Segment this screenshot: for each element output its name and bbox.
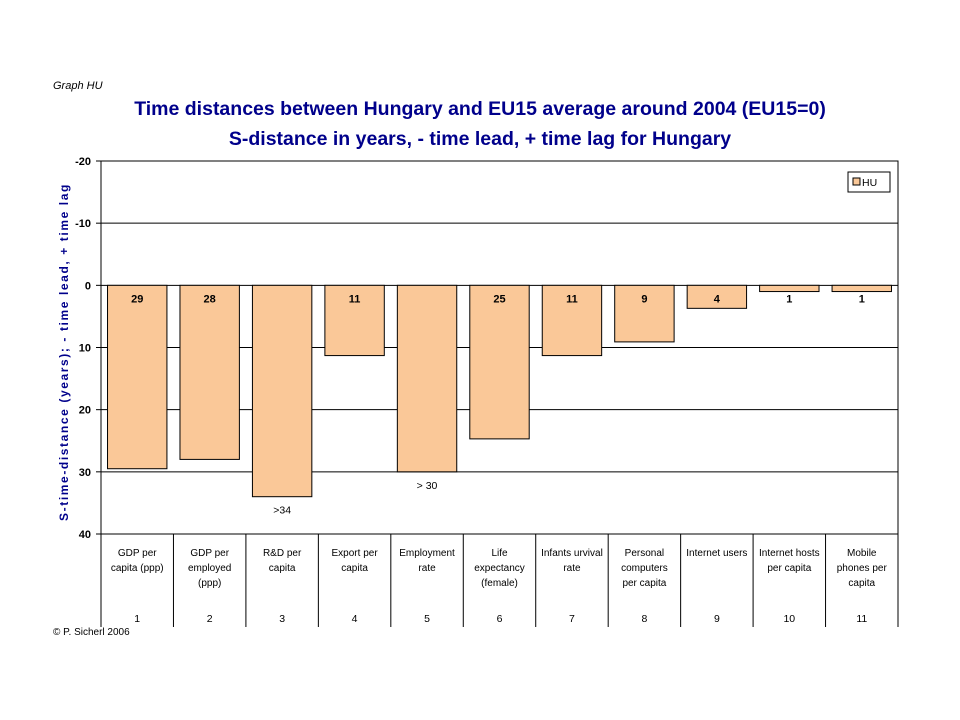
bar-value-label: 29 [131, 293, 143, 305]
legend-swatch [852, 177, 861, 186]
category-number: 10 [783, 613, 795, 625]
y-tick-label: 0 [85, 280, 91, 292]
bar-value-label: 11 [566, 293, 578, 305]
bar-value-label: 1 [786, 293, 792, 305]
category-number: 6 [497, 613, 503, 625]
bar-value-label: 11 [349, 293, 361, 305]
y-tick-label: -20 [75, 156, 91, 168]
y-tick-label: 10 [79, 343, 91, 355]
bar-value-label: 1 [859, 293, 865, 305]
category-label: (ppp) [198, 578, 221, 589]
bar-7 [541, 284, 603, 357]
bar-1 [107, 284, 168, 470]
bar-value-label: 28 [204, 293, 216, 305]
bar-8 [614, 284, 675, 343]
bar-value-label: 25 [493, 293, 505, 305]
category-number: 9 [714, 613, 720, 625]
category-label: capita [341, 563, 368, 574]
category-number: 11 [856, 613, 867, 625]
legend-box [847, 171, 891, 193]
category-label: capita [269, 563, 296, 574]
copyright-notice: © P. Sicherl 2006 [53, 627, 130, 638]
category-label: capita [848, 578, 875, 589]
category-label: rate [418, 563, 436, 574]
bar-value-label: 4 [714, 293, 721, 305]
category-label: GDP per [118, 548, 157, 559]
category-label: capita (ppp) [111, 563, 164, 574]
category-number: 1 [134, 613, 140, 625]
graph-tag: Graph HU [53, 80, 103, 92]
category-label: (female) [481, 578, 518, 589]
category-label: per capita [622, 578, 666, 589]
category-label: phones per [837, 563, 888, 574]
bar-11 [831, 284, 892, 293]
category-label: Infants urvival [541, 548, 603, 559]
bar-note-label: > 30 [417, 480, 438, 492]
bar-5 [396, 284, 458, 473]
category-label: Life [491, 548, 508, 559]
legend-label: HU [862, 177, 877, 189]
category-label: Export per [332, 548, 379, 559]
category-number: 4 [352, 613, 358, 625]
category-label: GDP per [190, 548, 229, 559]
chart-subtitle: S-distance in years, - time lead, + time… [228, 128, 732, 150]
bar-2 [179, 284, 240, 460]
bar-4 [324, 284, 385, 357]
category-label: per capita [767, 563, 811, 574]
y-tick-label: 40 [79, 529, 91, 541]
y-tick-label: -10 [75, 218, 91, 230]
category-number: 8 [641, 613, 647, 625]
category-label: Internet users [686, 548, 747, 559]
bar-9 [686, 284, 748, 309]
category-number: 5 [424, 613, 430, 625]
category-number: 2 [207, 613, 213, 625]
category-label: computers [621, 563, 668, 574]
bar-3 [251, 284, 313, 498]
category-label: Mobile [847, 548, 877, 559]
bar-10 [759, 284, 820, 293]
category-label: Personal [625, 548, 664, 559]
category-number: 7 [569, 613, 575, 625]
y-tick-label: 30 [79, 467, 91, 479]
y-tick-label: 20 [79, 405, 91, 417]
bar-note-label: >34 [273, 505, 291, 517]
category-label: R&D per [263, 548, 302, 559]
category-label: expectancy [474, 563, 525, 574]
category-label: Employment [399, 548, 455, 559]
category-number: 3 [279, 613, 285, 625]
chart-title: Time distances between Hungary and EU15 … [134, 98, 826, 120]
category-label: rate [563, 563, 581, 574]
category-label: Internet hosts [759, 548, 820, 559]
bar-6 [469, 284, 530, 440]
category-label: employed [188, 563, 231, 574]
bar-value-label: 9 [641, 293, 647, 305]
